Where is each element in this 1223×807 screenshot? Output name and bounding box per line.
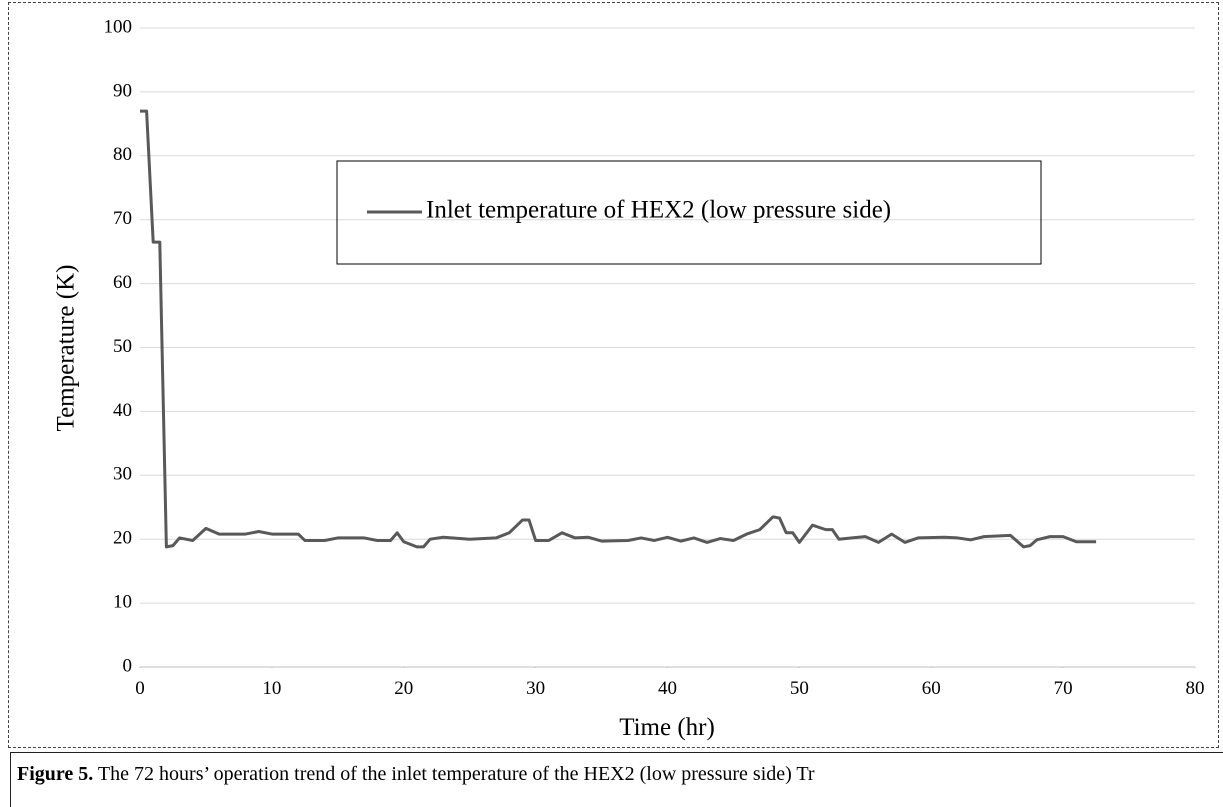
x-tick-label: 70 — [1054, 678, 1073, 699]
x-tick-label: 0 — [135, 678, 145, 699]
caption-label: Figure 5. — [17, 763, 94, 785]
x-tick-label: 20 — [394, 678, 413, 699]
y-tick-label: 80 — [113, 144, 132, 165]
x-tick-label: 10 — [262, 678, 281, 699]
y-tick-label: 70 — [113, 208, 132, 229]
legend-box — [336, 160, 1042, 265]
y-tick-label: 60 — [113, 272, 132, 293]
y-tick-label: 0 — [123, 655, 133, 676]
x-axis-title: Time (hr) — [619, 714, 715, 741]
y-tick-label: 30 — [113, 464, 132, 485]
legend-label: Inlet temperature of HEX2 (low pressure … — [426, 197, 891, 224]
series-line — [140, 109, 1097, 549]
y-tick-label: 90 — [113, 80, 132, 101]
y-axis-title: Temperature (K) — [53, 265, 80, 432]
y-tick-label: 50 — [113, 336, 132, 357]
caption-text: The 72 hours’ operation trend of the inl… — [93, 763, 815, 785]
y-tick-label: 100 — [104, 16, 133, 37]
x-tick-label: 40 — [658, 678, 677, 699]
x-tick-label: 60 — [922, 678, 941, 699]
caption: Figure 5. The 72 hours’ operation trend … — [10, 752, 1223, 807]
y-tick-label: 10 — [113, 591, 132, 612]
figure-frame — [8, 2, 1219, 748]
chart: Time (hr) Temperature (K) 0 10 20 30 40 50 60 7… — [53, 16, 1205, 741]
x-tick-label: 50 — [790, 678, 809, 699]
x-tick-label: 30 — [526, 678, 545, 699]
x-tick-label: 80 — [1186, 678, 1205, 699]
y-tick-label: 40 — [113, 400, 132, 421]
y-tick-label: 20 — [113, 528, 132, 549]
